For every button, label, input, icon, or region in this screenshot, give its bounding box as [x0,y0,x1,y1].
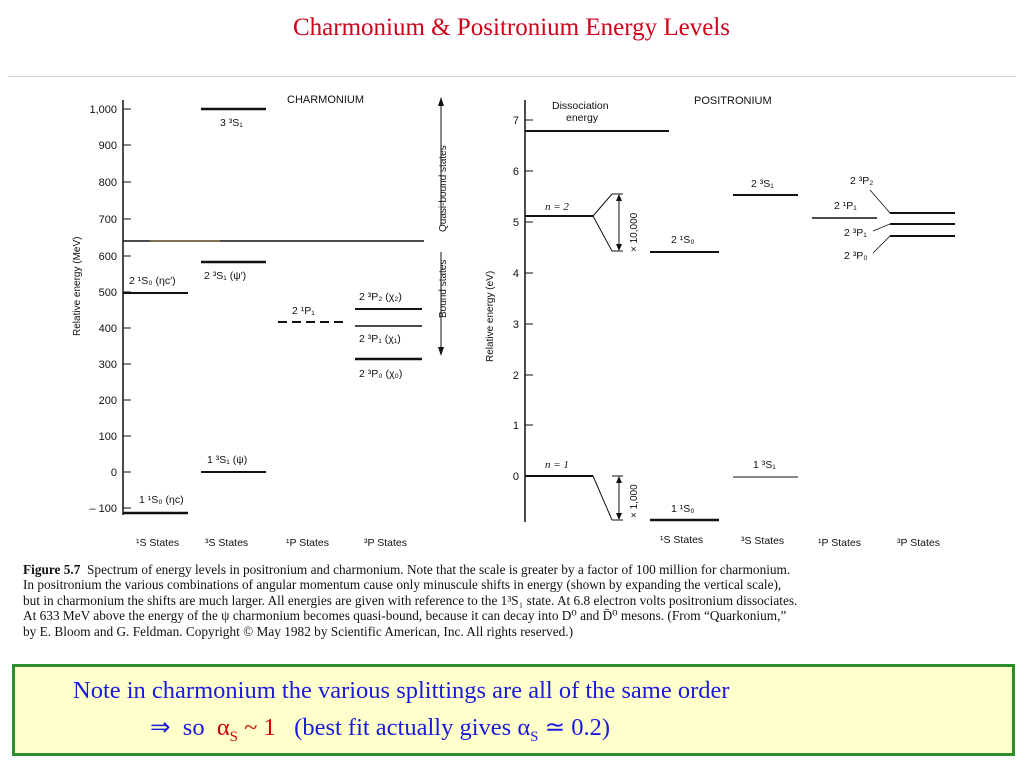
alpha-symbol: α [517,714,531,741]
note-approx-value: ≃ 0.2) [544,714,611,741]
expansion-line [592,193,613,217]
alpha-subscript: S [530,728,539,745]
note-line-2: ⇒ so αS ~ 1 (best fit actually gives αS … [150,712,610,746]
caption-text: Spectrum of energy levels in positronium… [87,562,791,577]
implies-icon: ⇒ [150,714,171,741]
positronium-heading: POSITRONIUM [694,95,772,107]
charmonium-ticks: 1,000 900 800 700 600 500 400 300 200 10… [89,104,131,515]
caption-line: by E. Bloom and G. Feldman. Copyright © … [23,623,574,639]
alpha-subscript: S [229,728,239,745]
n1-label: n = 1 [545,459,569,471]
level-label-1-3S1: 1 ³S₁ (ψ) [207,454,247,466]
positronium-ticks: 7 6 5 4 3 2 1 0 [513,115,533,483]
caption-line: In positronium the various combinations … [23,577,782,593]
level-label-2-3P0: 2 ³P₀ [844,250,868,262]
tick-label: 3 [513,319,519,331]
level-label-1-1S0: 1 ¹S₀ (ηc) [139,494,184,506]
tick-label: 900 [99,140,117,152]
level-label-2-3P0: 2 ³P₀ (χ₀) [359,368,402,380]
positronium-panel: POSITRONIUM Relative energy (eV) 7 6 5 4… [485,95,955,549]
level-label-2-3S1: 2 ³S₁ [751,178,774,190]
quasi-bound-label: Quasi-bound states [438,145,449,232]
scale-label-n2: × 10,000 [629,212,640,252]
slide-title: Charmonium & Positronium Energy Levels [293,14,730,41]
note-approx-one: ~ 1 [244,714,276,741]
arrow-down-icon [616,513,622,520]
caption-line: At 633 MeV above the energy of the ψ cha… [23,608,787,624]
arrow-up-icon [616,476,622,483]
level-label-1-3S1: 1 ³S₁ [753,459,776,471]
level-label-2-1P1: 2 ¹P₁ [834,200,857,212]
caption-line: but in charmonium the shifts are much la… [23,592,798,608]
level-label-1-1S0: 1 ¹S₀ [671,503,695,515]
level-label-2-1S0: 2 ¹S₀ (ηc′) [129,275,176,287]
expansion-line [592,475,613,521]
tick-label: 0 [111,467,117,479]
column-label-1P: ¹P States [818,537,861,549]
caption-line: Figure 5.7 Spectrum of energy levels in … [23,562,1013,577]
bound-label: Bound states [438,260,449,318]
column-label-1P: ¹P States [286,537,329,549]
scale-label-n1: × 1,000 [629,484,640,518]
charmonium-heading: CHARMONIUM [287,94,364,106]
column-label-3P: ³P States [364,537,407,549]
leader-line [872,223,891,232]
tick-label: 800 [99,177,117,189]
positronium-y-label: Relative energy (eV) [485,271,496,362]
arrow-up-icon [616,194,622,201]
level-label-2-1P1: 2 ¹P₁ [292,305,315,317]
alpha-symbol: α [216,714,230,741]
dissociation-label: Dissociation [552,100,609,112]
tick-label: 1,000 [89,104,117,116]
tick-label: – 100 [89,503,117,515]
tick-label: 1 [513,420,519,432]
arrow-down-icon [616,244,622,251]
arrow-down-icon [438,347,444,356]
divider [8,76,1016,77]
note-line-1: Note in charmonium the various splitting… [73,677,730,704]
tick-label: 400 [99,323,117,335]
column-label-3P: ³P States [897,537,940,549]
tick-label: 100 [99,431,117,443]
charmonium-y-label: Relative energy (MeV) [72,237,83,336]
column-label-3S: ³S States [205,537,248,549]
tick-label: 6 [513,166,519,178]
tick-label: 600 [99,251,117,263]
level-label-2-3P2: 2 ³P₂ [850,175,873,187]
leader-line [869,189,891,214]
note-box: Note in charmonium the various splitting… [12,664,1015,756]
column-label-3S: ³S States [741,535,784,547]
tick-label: 0 [513,471,519,483]
level-label-3-3S1: 3 ³S₁ [220,117,243,129]
tick-label: 7 [513,115,519,127]
expansion-line [592,215,613,252]
level-label-2-3P2: 2 ³P₂ (χ₂) [359,291,402,303]
level-label-2-3S1: 2 ³S₁ (ψ′) [204,270,246,282]
arrow-up-icon [438,97,444,106]
n2-label: n = 2 [545,201,569,213]
leader-line [872,235,891,254]
column-label-1S: ¹S States [660,534,703,546]
level-label-2-3P1: 2 ³P₁ [844,227,867,239]
tick-label: 300 [99,359,117,371]
tick-label: 200 [99,395,117,407]
figure-caption: Figure 5.7 Spectrum of energy levels in … [23,562,1013,639]
charmonium-panel: CHARMONIUM Relative energy (MeV) 1,000 9… [72,94,449,549]
dissociation-label: energy [566,112,599,124]
level-label-2-3P1: 2 ³P₁ (χ₁) [359,333,401,345]
caption-figure-label: Figure 5.7 [23,562,81,577]
level-label-2-1S0: 2 ¹S₀ [671,234,695,246]
note-so: so [182,714,205,741]
tick-label: 2 [513,370,519,382]
column-label-1S: ¹S States [136,537,179,549]
tick-label: 700 [99,214,117,226]
tick-label: 4 [513,268,519,280]
tick-label: 500 [99,287,117,299]
tick-label: 5 [513,217,519,229]
note-best-fit: (best fit actually gives [294,714,512,741]
energy-level-figure: CHARMONIUM Relative energy (MeV) 1,000 9… [72,94,955,549]
